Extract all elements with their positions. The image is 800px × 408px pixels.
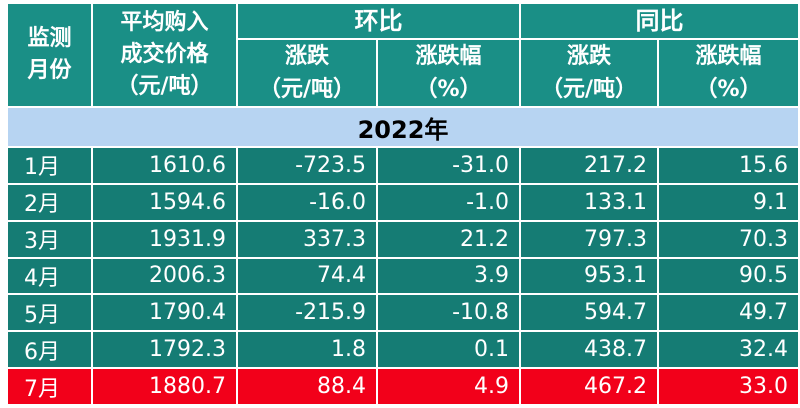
header-yoy-group: 同比 — [519, 2, 800, 40]
cell-yoy-change: 133.1 — [519, 182, 659, 222]
cell-yoy-pct: 70.3 — [657, 219, 800, 259]
table-row: 2月 1594.6 -16.0 -1.0 133.1 9.1 — [6, 182, 800, 222]
cell-mom-pct: 3.9 — [376, 256, 521, 296]
cell-yoy-change: 797.3 — [519, 219, 659, 259]
table-row: 1月 1610.6 -723.5 -31.0 217.2 15.6 — [6, 146, 800, 185]
cell-yoy-change: 217.2 — [519, 146, 659, 185]
year-band-row: 2022年 — [6, 106, 800, 148]
cell-yoy-pct: 9.1 — [657, 182, 800, 222]
header-mom-change-line-1: 涨跌 — [284, 44, 329, 69]
cell-price: 1594.6 — [91, 182, 238, 222]
cell-mom-change: -215.9 — [236, 293, 378, 333]
header-row-sub: 涨跌 （元/吨） 涨跌幅 （%） 涨跌 （元/吨） 涨跌幅 （%） — [7, 38, 800, 108]
cell-price: 1792.3 — [91, 330, 238, 370]
header-mom-pct-line-1: 涨跌幅 — [415, 44, 482, 69]
header-yoy-change-line-1: 涨跌 — [566, 44, 611, 69]
cell-yoy-change: 594.7 — [519, 293, 659, 333]
header-yoy-pct: 涨跌幅 （%） — [657, 38, 800, 108]
header-yoy-pct-line-2: （%） — [695, 77, 762, 102]
cell-yoy-pct: 33.0 — [657, 367, 800, 406]
cell-yoy-pct: 49.7 — [657, 293, 800, 333]
header-month-line-2: 月份 — [27, 58, 72, 83]
cell-mom-change: 337.3 — [236, 219, 378, 259]
header-yoy-pct-line-1: 涨跌幅 — [695, 44, 762, 69]
table-row: 4月 2006.3 74.4 3.9 953.1 90.5 — [6, 256, 800, 296]
cell-month: 1月 — [6, 146, 93, 185]
header-price-line-3: （元/吨） — [116, 74, 213, 99]
cell-mom-pct: -31.0 — [376, 146, 521, 185]
year-label: 2022年 — [6, 106, 800, 148]
header-mom-group: 环比 — [236, 2, 521, 40]
cell-mom-pct: 21.2 — [376, 219, 521, 259]
cell-yoy-pct: 32.4 — [657, 330, 800, 370]
cell-price: 1931.9 — [91, 219, 238, 259]
price-table: 监测 月份 平均购入 成交价格 （元/吨） 环比 同比 涨跌 （元/吨） 涨跌幅 — [6, 2, 800, 406]
header-yoy-change: 涨跌 （元/吨） — [519, 38, 659, 108]
cell-yoy-pct: 15.6 — [657, 146, 800, 185]
cell-month: 2月 — [6, 182, 93, 222]
table-row: 6月 1792.3 1.8 0.1 438.7 32.4 — [6, 330, 800, 370]
header-mom-pct-line-2: （%） — [415, 77, 482, 102]
header-month-line-1: 监测 — [27, 26, 72, 51]
cell-price: 1610.6 — [91, 146, 238, 185]
cell-price: 2006.3 — [91, 256, 238, 296]
header-mom-change: 涨跌 （元/吨） — [236, 38, 378, 108]
cell-mom-pct: 4.9 — [376, 367, 521, 406]
cell-month: 7月 — [6, 367, 93, 406]
cell-month: 6月 — [6, 330, 93, 370]
cell-month: 3月 — [6, 219, 93, 259]
table-row-highlighted: 7月 1880.7 88.4 4.9 467.2 33.0 — [6, 367, 800, 406]
header-price-line-2: 成交价格 — [120, 42, 209, 67]
cell-yoy-pct: 90.5 — [657, 256, 800, 296]
cell-yoy-change: 467.2 — [519, 367, 659, 406]
cell-mom-change: 1.8 — [236, 330, 378, 370]
cell-mom-pct: 0.1 — [376, 330, 521, 370]
cell-mom-pct: -10.8 — [376, 293, 521, 333]
header-yoy-change-line-2: （元/吨） — [540, 77, 638, 102]
table-row: 5月 1790.4 -215.9 -10.8 594.7 49.7 — [6, 293, 800, 333]
cell-price: 1880.7 — [91, 367, 238, 406]
cell-month: 5月 — [6, 293, 93, 333]
cell-mom-change: 88.4 — [236, 367, 378, 406]
cell-mom-change: -16.0 — [236, 182, 378, 222]
header-mom-pct: 涨跌幅 （%） — [376, 38, 521, 108]
cell-yoy-change: 438.7 — [519, 330, 659, 370]
cell-mom-change: 74.4 — [236, 256, 378, 296]
header-row-top: 监测 月份 平均购入 成交价格 （元/吨） 环比 同比 — [6, 2, 800, 108]
header-mom-change-line-2: （元/吨） — [258, 77, 356, 102]
header-month: 监测 月份 — [6, 2, 93, 108]
cell-yoy-change: 953.1 — [519, 256, 659, 296]
cell-month: 4月 — [6, 256, 93, 296]
cell-mom-pct: -1.0 — [376, 182, 521, 222]
cell-price: 1790.4 — [91, 293, 238, 333]
header-price-line-1: 平均购入 — [120, 10, 209, 35]
table-row: 3月 1931.9 337.3 21.2 797.3 70.3 — [6, 219, 800, 259]
cell-mom-change: -723.5 — [236, 146, 378, 185]
header-price: 平均购入 成交价格 （元/吨） — [91, 2, 238, 108]
